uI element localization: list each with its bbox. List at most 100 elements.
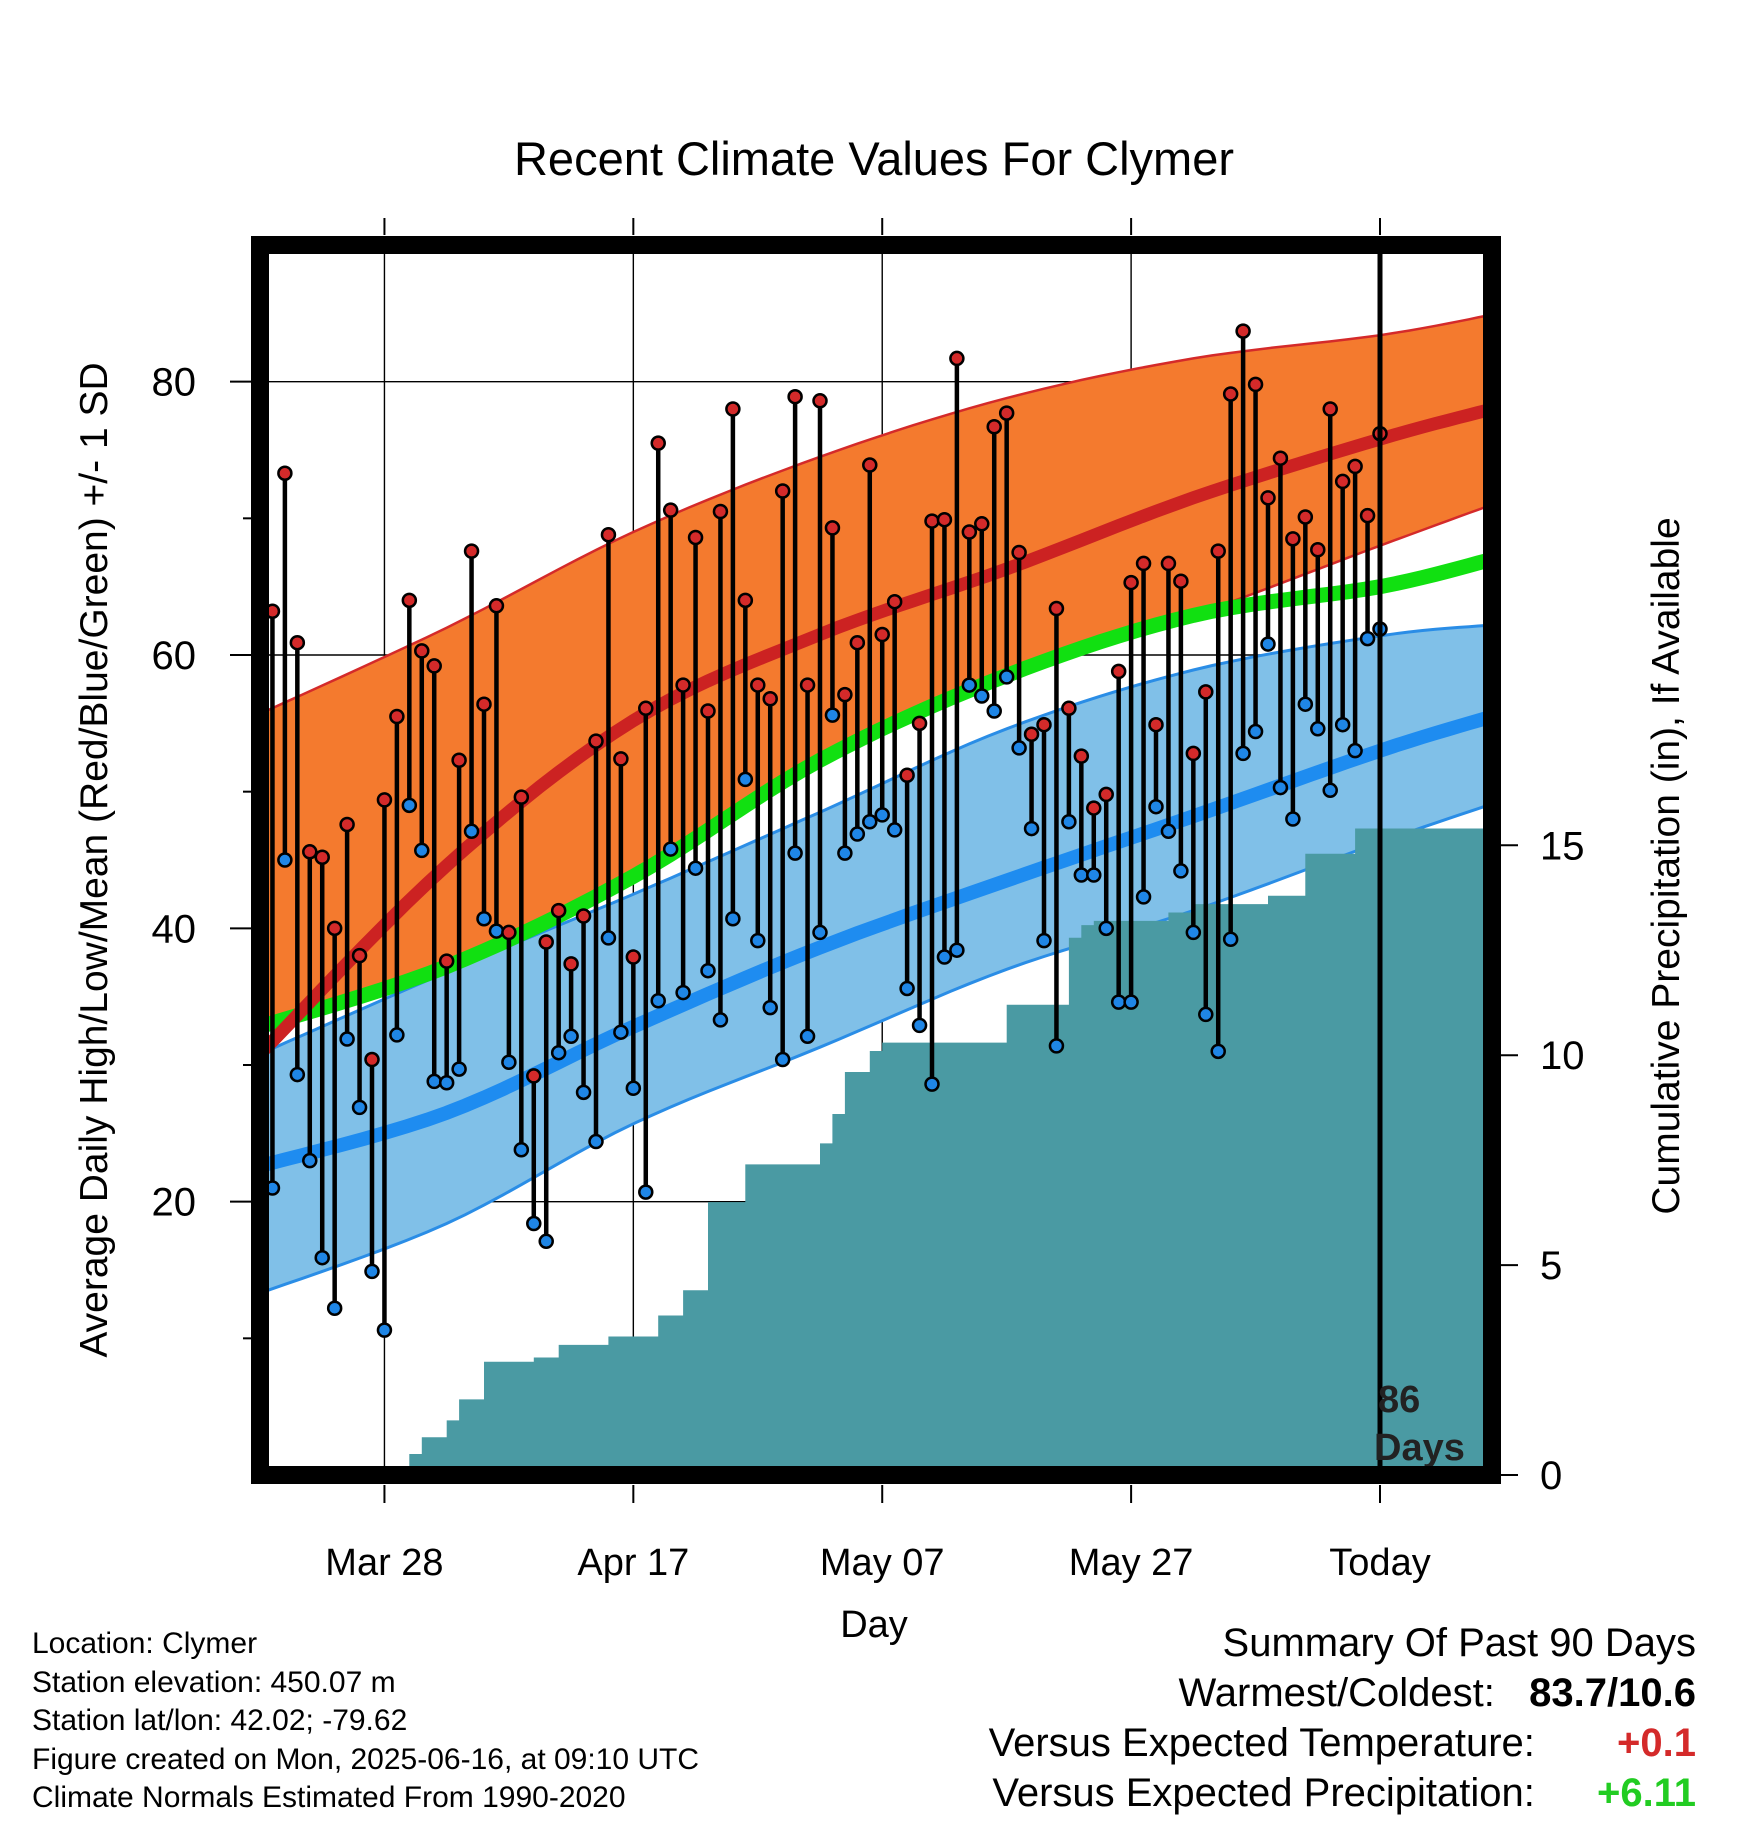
daily-record — [1222, 386, 1239, 948]
daily-record — [1260, 490, 1276, 652]
daily-high-point — [787, 388, 803, 405]
daily-high-point — [725, 401, 741, 417]
daily-record — [600, 526, 617, 946]
daily-record — [550, 902, 567, 1061]
daily-low-point — [1235, 745, 1251, 762]
daily-high-point — [488, 598, 505, 614]
daily-low-point — [1098, 920, 1114, 937]
daily-high-point — [401, 592, 418, 609]
daily-record — [712, 503, 729, 1028]
y2-tick-label: 15 — [1540, 824, 1585, 868]
daily-high-point — [974, 516, 990, 532]
daily-high-point — [326, 920, 343, 937]
daily-high-point — [675, 677, 691, 693]
daily-high-point — [949, 350, 965, 367]
daily-high-point — [750, 677, 766, 693]
daily-high-point — [1086, 800, 1102, 816]
summary-heading: Summary Of Past 90 Days — [1222, 1621, 1696, 1665]
daily-high-point — [1023, 726, 1040, 743]
plot-area: 86 Days — [260, 245, 1492, 1475]
daily-low-point — [774, 1051, 791, 1068]
daily-high-point — [911, 715, 928, 732]
daily-low-point — [824, 707, 841, 723]
daily-record — [849, 634, 866, 842]
station-elevation: Station elevation: 450.07 m — [32, 1665, 396, 1699]
daily-low-point — [862, 813, 878, 830]
daily-record — [675, 677, 691, 1001]
daily-record — [799, 677, 816, 1045]
daily-high-point — [1247, 376, 1264, 393]
daily-high-point — [1272, 450, 1289, 466]
daily-low-point — [675, 984, 691, 1001]
daily-low-point — [849, 826, 866, 842]
summary-temperature: Versus Expected Temperature: +0.1 — [989, 1718, 1696, 1768]
daily-high-point — [302, 844, 318, 860]
daily-high-point — [662, 502, 679, 518]
daily-high-point — [650, 435, 666, 451]
daily-low-point — [1247, 723, 1264, 740]
y-tick-label: 40 — [152, 907, 197, 951]
x-tick-label: May 27 — [1069, 1542, 1194, 1584]
daily-low-point — [924, 1076, 940, 1092]
daily-record — [1310, 542, 1326, 737]
daily-low-point — [662, 841, 679, 857]
daily-low-point — [1185, 924, 1202, 941]
daily-record — [526, 1068, 542, 1232]
daily-low-point — [401, 797, 418, 814]
daily-record — [1160, 555, 1177, 840]
daily-high-point — [277, 465, 293, 481]
daily-record — [426, 658, 442, 1090]
daily-record — [1173, 573, 1189, 879]
daily-high-point — [588, 733, 604, 749]
daily-high-point — [463, 543, 480, 559]
daily-low-point — [1285, 811, 1301, 827]
station-latlon: Station lat/lon: 42.02; -79.62 — [32, 1704, 408, 1737]
daily-high-point — [874, 626, 890, 643]
daily-record — [277, 465, 293, 868]
low-mean-line — [260, 709, 1492, 1173]
daily-record — [501, 924, 517, 1071]
daily-high-point — [476, 696, 492, 712]
daily-record — [911, 715, 928, 1034]
daily-record — [899, 767, 915, 997]
y2-tick-label: 10 — [1540, 1034, 1585, 1078]
daily-high-point — [1135, 555, 1152, 572]
daily-record — [936, 511, 953, 965]
today-days-label: Days — [1374, 1427, 1465, 1469]
daily-low-point — [837, 845, 853, 861]
daily-low-point — [1110, 994, 1127, 1010]
daily-record — [824, 520, 841, 723]
daily-record — [314, 849, 330, 1266]
daily-record — [376, 792, 393, 1338]
daily-low-point — [700, 962, 716, 979]
daily-low-point — [625, 1080, 642, 1096]
daily-record — [787, 388, 803, 861]
daily-low-point — [526, 1215, 542, 1232]
daily-low-point — [538, 1233, 554, 1250]
daily-high-point — [451, 752, 467, 768]
daily-low-point — [1210, 1043, 1226, 1060]
low-sd-band — [260, 624, 1492, 1294]
daily-record — [1322, 401, 1338, 799]
daily-high-point — [1334, 473, 1351, 490]
daily-record — [750, 677, 766, 949]
daily-low-point — [550, 1044, 567, 1061]
daily-record — [351, 947, 368, 1116]
daily-high-point — [1210, 543, 1226, 559]
daily-low-point — [339, 1031, 355, 1047]
daily-high-point — [1310, 542, 1326, 558]
daily-record — [1347, 458, 1363, 759]
warmest-coldest-label: Warmest/Coldest: — [1178, 1671, 1495, 1715]
daily-record — [1247, 376, 1264, 740]
daily-high-point — [1222, 386, 1239, 402]
daily-low-point — [1036, 932, 1052, 949]
daily-low-point — [1148, 798, 1164, 815]
daily-high-point — [625, 949, 642, 965]
daily-high-point — [1322, 401, 1338, 417]
daily-record — [513, 789, 530, 1158]
daily-record — [874, 626, 890, 823]
daily-low-point — [799, 1028, 816, 1045]
daily-high-point — [687, 529, 704, 546]
daily-high-point — [886, 593, 903, 610]
